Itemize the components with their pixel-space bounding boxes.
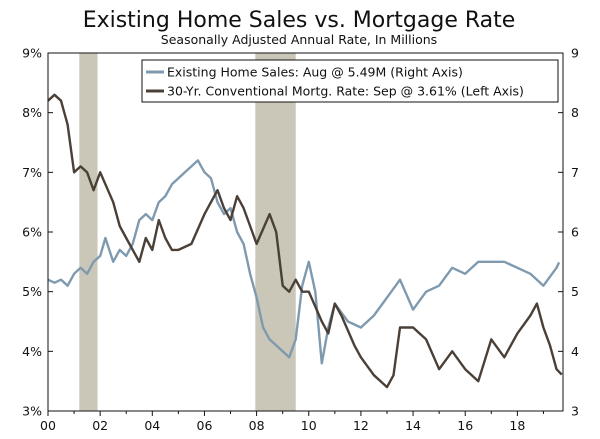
recession-band-0: [79, 53, 98, 411]
x-axis: 00 02 04 06 08 10 12 14 16 18: [40, 411, 544, 433]
right-tick-label: 7: [571, 165, 579, 180]
series-line-mortgage-rate: [47, 93, 563, 389]
x-tick-label: 04: [144, 418, 160, 433]
x-tick-label: 16: [457, 418, 473, 433]
x-tick-label: 18: [509, 418, 525, 433]
left-tick-label: 8%: [22, 105, 42, 120]
right-tick-label: 8: [571, 105, 579, 120]
right-tick-label: 4: [571, 344, 579, 359]
x-tick-label: 00: [40, 418, 56, 433]
x-tick-label: 14: [405, 418, 421, 433]
legend: Existing Home Sales: Aug @ 5.49M (Right …: [141, 59, 559, 103]
recession-shading: [79, 53, 296, 411]
right-tick-label: 9: [571, 46, 579, 61]
right-tick-label: 6: [571, 225, 579, 240]
series-line-home-sales: [47, 159, 561, 365]
series-lines: [47, 93, 563, 389]
left-tick-label: 5%: [22, 284, 42, 299]
chart-subtitle: Seasonally Adjusted Annual Rate, In Mill…: [161, 32, 437, 47]
right-tick-label: 5: [571, 284, 579, 299]
x-tick-label: 10: [301, 418, 317, 433]
x-tick-label: 12: [353, 418, 369, 433]
left-tick-label: 3%: [22, 404, 42, 419]
x-tick-label: 06: [197, 418, 213, 433]
left-tick-label: 7%: [22, 165, 42, 180]
legend-box: [141, 59, 559, 103]
legend-label-home-sales: Existing Home Sales: Aug @ 5.49M (Right …: [167, 65, 463, 80]
left-tick-label: 4%: [22, 344, 42, 359]
right-tick-label: 3: [571, 404, 579, 419]
x-tick-label: 08: [249, 418, 265, 433]
right-axis: 3 4 5 6 7 8 9: [558, 46, 579, 419]
left-axis: 3% 4% 5% 6% 7% 8% 9%: [22, 46, 53, 419]
legend-label-mortgage-rate: 30-Yr. Conventional Mortg. Rate: Sep @ 3…: [167, 84, 524, 99]
x-tick-label: 02: [92, 418, 108, 433]
chart-title: Existing Home Sales vs. Mortgage Rate: [83, 8, 516, 33]
left-tick-label: 9%: [22, 46, 42, 61]
left-tick-label: 6%: [22, 225, 42, 240]
